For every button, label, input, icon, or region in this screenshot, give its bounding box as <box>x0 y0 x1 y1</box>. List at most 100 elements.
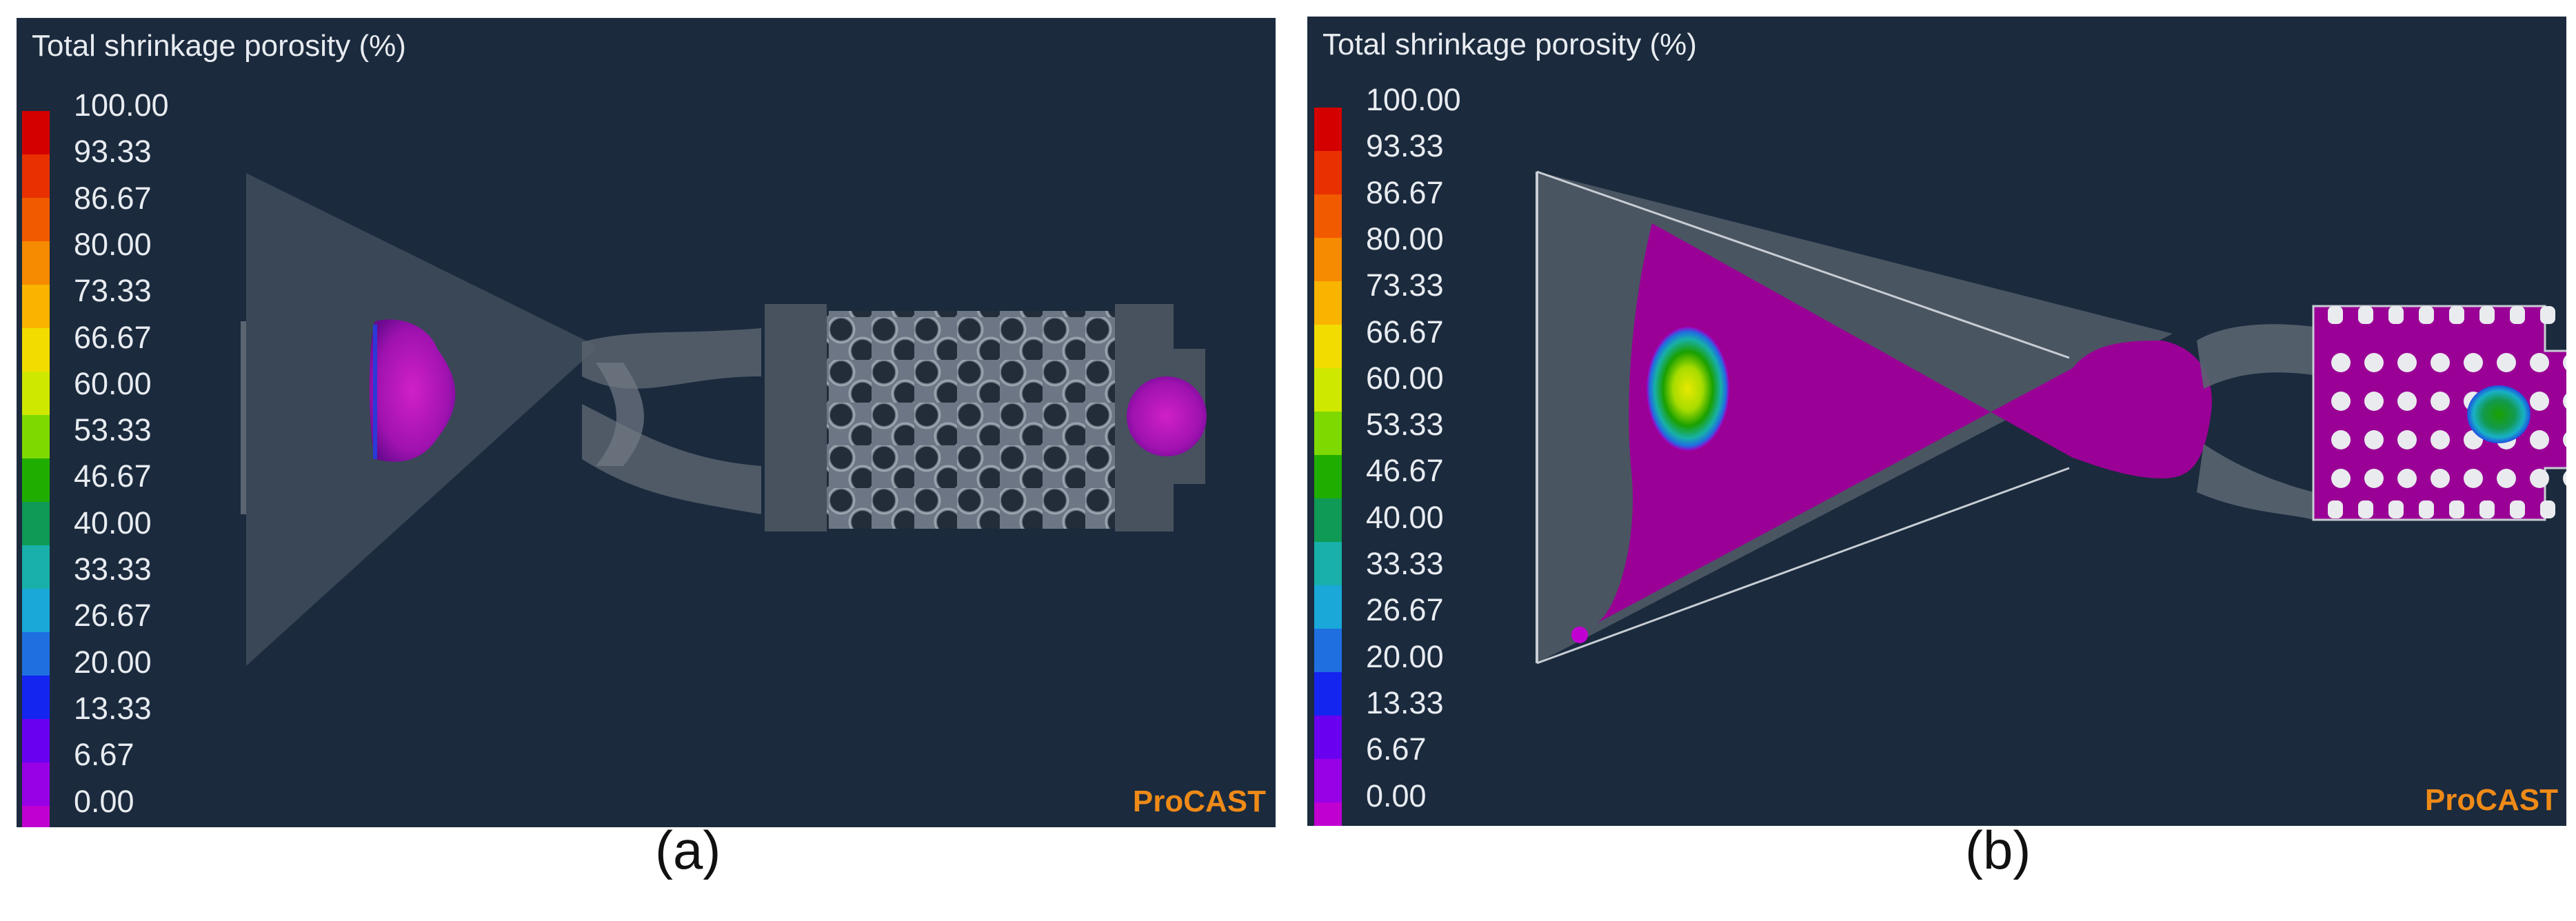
colorbar-segment <box>1314 151 1342 194</box>
lattice-hole <box>2397 430 2417 449</box>
panel-b-viewport: Total shrinkage porosity (%) 100.00 93.33… <box>1307 17 2566 826</box>
lattice-hole <box>2530 392 2549 411</box>
colorbar-segment <box>22 806 50 827</box>
colorbar-segment <box>22 545 50 589</box>
legend-tick-label: 13.33 <box>74 690 152 726</box>
colorbar-segment <box>1314 498 1342 542</box>
lattice-hole <box>2331 353 2351 372</box>
legend-tick-label: 66.67 <box>74 319 152 355</box>
panel-a-procast-logo: ProCAST <box>1132 785 1266 818</box>
lattice-hole <box>2497 469 2516 488</box>
panel-b-procast-logo: ProCAST <box>2424 783 2558 817</box>
lattice-hole <box>2331 430 2351 449</box>
lattice-hole <box>2397 392 2417 411</box>
legend-tick-label: 86.67 <box>74 180 152 216</box>
lattice-notch <box>2449 500 2464 518</box>
lattice-notch <box>2328 306 2343 324</box>
legend-tick-label: 66.67 <box>1366 314 1444 350</box>
legend-tick-label: 46.67 <box>1366 453 1444 489</box>
lattice-hole <box>2530 469 2549 488</box>
legend-tick-label: 60.00 <box>1366 360 1444 396</box>
lattice-hole <box>2364 392 2384 411</box>
colorbar-segment <box>22 719 50 762</box>
legend-tick-label: 13.33 <box>1366 685 1444 720</box>
caption-b: (b) <box>1965 820 2031 880</box>
colorbar-segment <box>22 762 50 806</box>
colorbar-segment <box>22 372 50 415</box>
colorbar-segment <box>22 111 50 154</box>
colorbar-segment <box>22 502 50 545</box>
lattice-notch <box>2510 306 2525 324</box>
colorbar-segment <box>1314 281 1342 325</box>
legend-tick-label: 6.67 <box>1366 731 1427 767</box>
lattice-notch <box>2449 306 2464 324</box>
colorbar-segment <box>1314 585 1342 629</box>
legend-tick-label: 53.33 <box>74 412 152 448</box>
lattice-notch <box>2479 500 2495 518</box>
colorbar-segment <box>1314 108 1342 151</box>
panel-b-title: Total shrinkage porosity (%) <box>1322 28 1697 61</box>
lattice-hole <box>2530 353 2549 372</box>
lattice-notch <box>2358 306 2373 324</box>
panel-b-porosity-region-1 <box>1647 327 1729 451</box>
lattice-hole <box>2431 469 2450 488</box>
lattice-hole <box>2397 353 2417 372</box>
lattice-notch <box>2419 500 2434 518</box>
lattice-notch <box>2479 306 2495 324</box>
legend-tick-label: 53.33 <box>1366 407 1444 443</box>
colorbar-segment <box>1314 368 1342 412</box>
legend-tick-label: 73.33 <box>74 273 152 309</box>
legend-tick-label: 100.00 <box>74 88 169 123</box>
legend-tick-label: 33.33 <box>1366 546 1444 581</box>
caption-a: (a) <box>655 820 721 880</box>
lattice-hole <box>2563 394 2566 409</box>
colorbar-segment <box>22 241 50 285</box>
colorbar-segment <box>22 328 50 372</box>
legend-tick-label: 46.67 <box>74 458 152 494</box>
panel-b-porosity-region-2 <box>2467 385 2530 443</box>
lattice-hole <box>2563 471 2566 486</box>
legend-tick-label: 0.00 <box>1366 778 1427 813</box>
lattice-hole <box>2563 355 2566 370</box>
panel-a-porosity-region-1 <box>369 319 456 462</box>
lattice-notch <box>2510 500 2525 518</box>
colorbar-segment <box>1314 325 1342 368</box>
legend-tick-label: 93.33 <box>74 134 152 170</box>
colorbar-segment <box>1314 542 1342 585</box>
colorbar-segment <box>1314 412 1342 455</box>
lattice-notch <box>2328 500 2343 518</box>
colorbar-segment <box>1314 802 1342 826</box>
colorbar-segment <box>22 676 50 719</box>
panel-a-lattice <box>827 311 1115 529</box>
legend-tick-label: 80.00 <box>74 226 152 262</box>
colorbar-segment <box>22 285 50 328</box>
colorbar-segment <box>1314 759 1342 802</box>
lattice-hole <box>2364 469 2384 488</box>
lattice-hole <box>2464 353 2483 372</box>
panel-b-casting-section <box>1536 170 2566 665</box>
panel-b-cone-section <box>1597 223 2212 623</box>
lattice-hole <box>2397 469 2417 488</box>
legend-tick-label: 26.67 <box>74 598 152 634</box>
legend-tick-label: 33.33 <box>74 551 152 587</box>
colorbar-segment <box>22 458 50 502</box>
lattice-notch <box>2540 500 2555 518</box>
lattice-hole <box>2497 353 2516 372</box>
panel-a-colorbar <box>22 111 50 827</box>
legend-tick-label: 100.00 <box>1366 82 1461 117</box>
lattice-notch <box>2358 500 2373 518</box>
legend-tick-label: 20.00 <box>1366 638 1444 674</box>
panel-a-casting-model <box>241 173 1207 666</box>
colorbar-segment <box>1314 629 1342 672</box>
legend-tick-label: 0.00 <box>74 783 134 819</box>
colorbar-segment <box>22 154 50 198</box>
lattice-hole <box>2331 392 2351 411</box>
colorbar-segment <box>22 632 50 676</box>
lattice-hole <box>2364 430 2384 449</box>
lattice-hole <box>2331 469 2351 488</box>
legend-tick-label: 40.00 <box>74 505 152 540</box>
lattice-notch <box>2419 306 2434 324</box>
colorbar-segment <box>22 415 50 458</box>
panel-a-porosity-region-2 <box>1127 376 1207 456</box>
colorbar-segment <box>22 589 50 632</box>
